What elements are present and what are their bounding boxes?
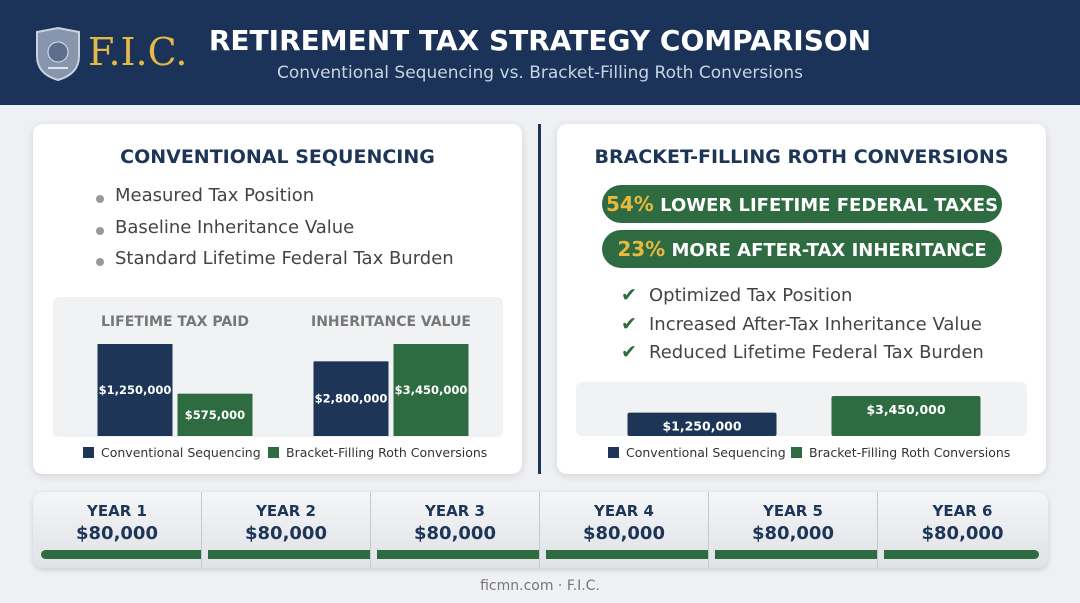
year-label: YEAR 6 — [932, 502, 993, 520]
progress-bar — [377, 550, 539, 559]
highlight-value: 54% — [605, 192, 654, 216]
legend-swatch — [83, 447, 94, 458]
header: F.I.C. RETIREMENT TAX STRATEGY COMPARISO… — [0, 0, 1080, 105]
year-label: YEAR 1 — [87, 502, 147, 520]
year-value: $80,000 — [245, 523, 327, 544]
bullet-dot — [96, 258, 104, 266]
bar — [97, 344, 173, 436]
progress-bar — [546, 550, 708, 559]
highlight-value: 23% — [617, 237, 666, 261]
year-label: YEAR 3 — [425, 502, 485, 520]
year-label: YEAR 2 — [256, 502, 316, 520]
year-value: $80,000 — [76, 523, 158, 544]
bullet-dot — [96, 226, 104, 235]
title: RETIREMENT TAX STRATEGY COMPARISON — [208, 24, 872, 57]
check-icon: ✔ — [621, 312, 637, 335]
check-icon: ✔ — [621, 284, 637, 306]
crest — [36, 26, 80, 82]
check-text: Optimized Tax Position — [649, 285, 853, 306]
bar — [177, 393, 253, 436]
logo-text: F.I.C. — [88, 30, 188, 74]
timeline-cell: YEAR 4 $80,000 — [540, 492, 709, 568]
value-label: $3,450,000 — [395, 383, 468, 397]
year-label: YEAR 4 — [594, 502, 654, 520]
chart: LIFETIME TAX PAID $1,250,000 $575,000 INHER… — [53, 297, 503, 460]
highlight-text: LOWER LIFETIME FEDERAL TAXES — [660, 195, 999, 216]
year-label: YEAR 5 — [763, 502, 823, 520]
progress-bar — [41, 550, 201, 559]
legend-swatch — [608, 447, 619, 458]
legend-label: Bracket-Filling Roth Conversions — [809, 445, 1010, 460]
highlight-pill: 54% LOWER LIFETIME FEDERAL TAXES — [602, 185, 1002, 223]
timeline-cell: YEAR 1 $80,000 — [33, 492, 202, 568]
legend-label: Conventional Sequencing — [101, 445, 261, 460]
value-label: $1,250,000 — [662, 419, 741, 434]
value-label: $1,250,000 — [99, 383, 172, 397]
chart: $1,250,000 Conventional Sequencing $3,450,… — [576, 382, 1027, 460]
group-label: INHERITANCE VALUE — [311, 314, 471, 330]
bar — [831, 396, 981, 436]
timeline-cell: YEAR 2 $80,000 — [202, 492, 371, 568]
year-value: $80,000 — [921, 523, 1004, 544]
footer: ficmn.com · F.I.C. — [480, 578, 600, 594]
timeline-cell: YEAR 5 $80,000 — [709, 492, 878, 568]
check-icon: ✔ — [621, 341, 637, 364]
bullet-text: Measured Tax Position — [115, 185, 315, 206]
timeline-cell: YEAR 6 $80,000 — [878, 492, 1047, 568]
bar — [627, 412, 777, 436]
value-label: $2,800,000 — [315, 392, 388, 406]
timeline: YEAR 1 $80,000 YEAR 2 $80,000 YEAR 3 $80,000 Y… — [33, 492, 1048, 568]
check-text: Increased After-Tax Inheritance Value — [649, 313, 982, 335]
group-label: LIFETIME TAX PAID — [101, 314, 249, 330]
legend-label: Conventional Sequencing — [626, 445, 786, 460]
progress-bar — [715, 550, 877, 559]
bullet-dot — [96, 195, 104, 203]
check-text: Reduced Lifetime Federal Tax Burden — [649, 342, 984, 364]
legend-swatch — [791, 447, 802, 458]
year-value: $80,000 — [414, 523, 496, 544]
divider — [538, 124, 541, 474]
legend-label: Bracket-Filling Roth Conversions — [286, 445, 487, 460]
bar — [393, 344, 469, 436]
value-label: $575,000 — [185, 408, 245, 422]
value-label: $3,450,000 — [866, 402, 945, 417]
bullet-text: Standard Lifetime Federal Tax Burden — [115, 248, 454, 269]
year-value: $80,000 — [752, 523, 834, 544]
legend-swatch — [268, 447, 279, 458]
progress-bar — [208, 550, 370, 559]
bar — [313, 361, 389, 436]
subtitle: Conventional Sequencing vs. Bracket-Fill… — [276, 63, 804, 83]
highlight-pill: 23% MORE AFTER-TAX INHERITANCE — [602, 230, 1002, 268]
card-title: BRACKET-FILLING ROTH CONVERSIONS — [594, 146, 1009, 168]
highlight-text: MORE AFTER-TAX INHERITANCE — [671, 240, 987, 261]
card-title: CONVENTIONAL SEQUENCING — [120, 146, 435, 168]
bullet-text: Baseline Inheritance Value — [115, 216, 355, 238]
progress-bar — [884, 550, 1039, 559]
timeline-cell: YEAR 3 $80,000 — [371, 492, 540, 568]
year-value: $80,000 — [583, 523, 665, 544]
